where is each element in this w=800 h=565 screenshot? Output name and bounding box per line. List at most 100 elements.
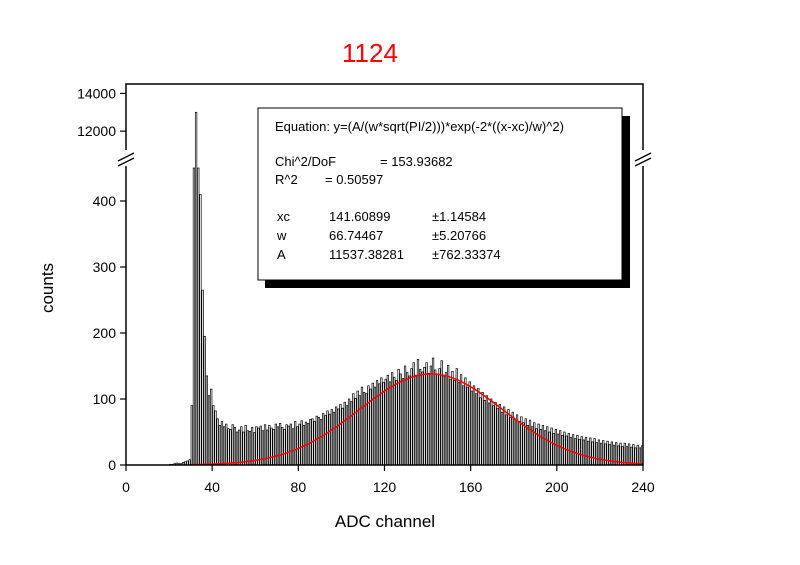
histogram-bar <box>470 390 473 466</box>
histogram-bar <box>487 402 491 466</box>
histogram-bar <box>459 374 463 466</box>
histogram-bar <box>582 439 585 466</box>
histogram-bar <box>190 405 193 466</box>
histogram-bar <box>481 392 484 466</box>
x-tick-label: 240 <box>631 479 655 495</box>
histogram-bar <box>203 335 206 466</box>
histogram-bar <box>382 382 385 466</box>
histogram-bar <box>229 429 232 466</box>
histogram-bar <box>363 392 366 466</box>
histogram-bar <box>287 425 290 466</box>
histogram-bar <box>276 426 280 466</box>
histogram-bar <box>500 411 504 466</box>
histogram-bar <box>571 434 575 466</box>
histogram-bar <box>472 385 476 466</box>
histogram-bar <box>335 406 338 466</box>
histogram-bar <box>345 405 349 466</box>
histogram-bar <box>447 364 450 466</box>
histogram-bar <box>285 424 288 466</box>
histogram-bar <box>248 430 252 466</box>
histogram-bar <box>298 423 301 466</box>
histogram-bar <box>507 409 510 466</box>
histogram-bar <box>403 365 407 466</box>
histogram-bar <box>552 432 555 466</box>
x-tick-label: 80 <box>291 479 307 495</box>
x-axis-label: ADC channel <box>335 512 435 531</box>
histogram-bar <box>608 444 611 466</box>
y-tick-label: 300 <box>93 259 117 275</box>
histogram-bar <box>421 371 424 466</box>
param-xc-name: xc <box>277 209 291 224</box>
histogram-bar <box>513 418 517 466</box>
histogram-bar <box>222 426 226 466</box>
y-tick-label: 12000 <box>77 123 116 139</box>
histogram-bar <box>485 395 489 466</box>
histogram-bar <box>438 368 441 466</box>
histogram-bar <box>593 438 596 466</box>
histogram-bar <box>595 442 598 466</box>
histogram-bar <box>599 442 603 466</box>
x-tick-label: 200 <box>545 479 569 495</box>
chart-title: 1124 <box>342 38 398 68</box>
histogram-bar <box>332 411 336 466</box>
histogram-bar <box>638 447 641 466</box>
histogram-bar <box>315 415 318 466</box>
histogram-bar <box>623 442 626 466</box>
histogram-bar <box>227 428 230 466</box>
histogram-bar <box>216 418 219 466</box>
histogram-bar <box>242 431 245 466</box>
y-tick-label: 14000 <box>77 85 116 101</box>
histogram-bar <box>194 111 198 466</box>
histogram-bar <box>427 372 430 466</box>
histogram-bar <box>354 397 357 466</box>
fit-curve <box>190 373 644 466</box>
histogram-bar <box>444 372 448 466</box>
histogram-bar <box>505 414 508 466</box>
histogram-bar <box>449 378 452 466</box>
histogram-bar <box>406 372 409 466</box>
x-tick-label: 40 <box>204 479 220 495</box>
histogram-bar <box>322 413 325 466</box>
histogram-bar <box>352 393 355 466</box>
histogram-bar <box>240 426 243 466</box>
fit-results-box: Equation: y=(A/(w*sqrt(PI/2)))*exp(-2*((… <box>257 107 630 288</box>
histogram-bar <box>509 417 512 466</box>
histogram-bar <box>343 401 346 466</box>
histogram-bar <box>319 419 323 466</box>
histogram-bar <box>210 388 213 466</box>
param-a-value: 11537.38281 <box>329 247 404 262</box>
histogram-bar <box>350 401 353 466</box>
histogram-bar <box>425 362 428 466</box>
histogram-bar <box>483 399 486 466</box>
histogram-bar <box>468 381 471 466</box>
histogram-bar <box>498 403 501 466</box>
histogram-bar <box>238 429 241 466</box>
histogram-bar <box>543 430 547 466</box>
histogram-bar <box>356 390 359 466</box>
histogram-bar <box>528 419 532 466</box>
histogram-bar <box>496 407 499 466</box>
histogram-bar <box>188 459 191 466</box>
histogram-bar <box>503 406 506 466</box>
param-xc-error: ±1.14584 <box>432 209 486 224</box>
histogram-bar <box>584 436 588 466</box>
histogram-bar <box>270 427 273 466</box>
histogram-bar <box>384 378 387 466</box>
histogram-bar <box>304 421 308 466</box>
histogram-bar <box>367 385 370 466</box>
histogram-bar <box>328 413 331 466</box>
r-squared-value: = 0.50597 <box>325 172 383 187</box>
histogram-bar <box>548 431 551 466</box>
histogram-bar <box>464 377 467 466</box>
param-a-error: ±762.33374 <box>432 247 501 262</box>
histogram-bar <box>201 289 204 466</box>
histogram-bar <box>576 434 579 466</box>
histogram-bar <box>634 447 637 466</box>
histogram-bar <box>313 421 316 466</box>
chi-square-value: = 153.93682 <box>380 154 453 169</box>
histogram-bar <box>326 410 329 466</box>
param-xc-value: 141.60899 <box>329 209 390 224</box>
histogram-bar <box>554 429 557 466</box>
histogram-bar <box>371 382 374 466</box>
histogram-bar <box>268 425 271 466</box>
